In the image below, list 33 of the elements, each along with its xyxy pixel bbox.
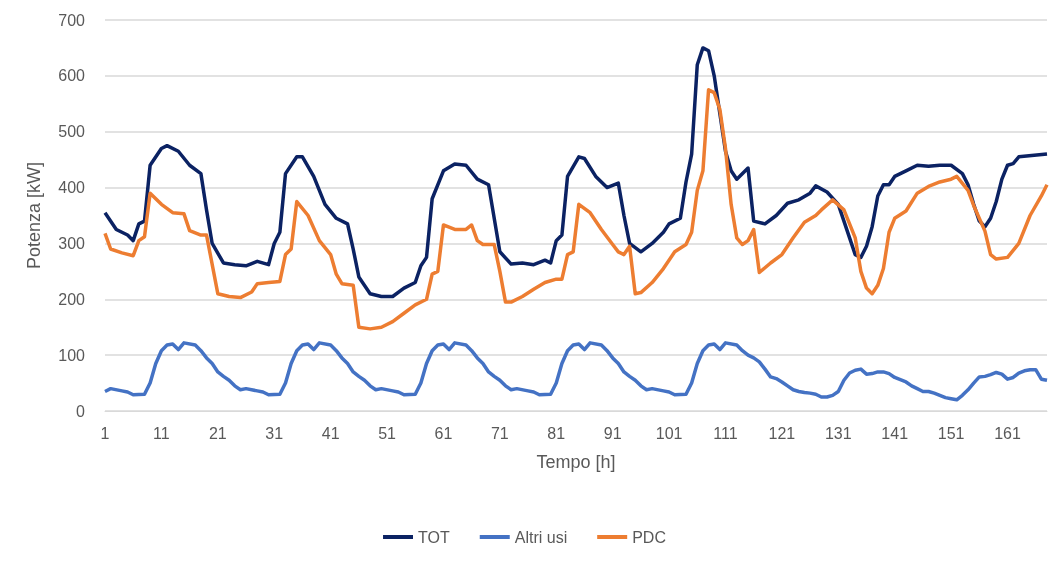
line-series (103, 341, 1049, 402)
x-tick-label: 91 (603, 424, 622, 442)
y-tick-label: 500 (58, 123, 86, 141)
x-tick-label: 81 (547, 424, 566, 442)
x-tick-label: 61 (434, 424, 453, 442)
legend-label: Altri usi (514, 528, 568, 546)
y-tick-label: 200 (58, 290, 86, 308)
x-tick-label: 131 (824, 424, 852, 442)
legend-label: PDC (632, 528, 666, 546)
y-tick-label: 100 (58, 346, 86, 364)
x-tick-label: 51 (378, 424, 397, 442)
x-tick-label: 71 (490, 424, 509, 442)
x-tick-label: 161 (994, 424, 1021, 442)
x-tick-label: 31 (265, 424, 284, 442)
line-series (103, 88, 1049, 331)
y-axis-title: Potenza [kW] (24, 161, 44, 270)
x-axis-title: Tempo [h] (536, 452, 616, 472)
line-series (103, 46, 1049, 299)
y-tick-label: 400 (58, 179, 86, 197)
legend-label: TOT (418, 528, 450, 546)
x-tick-label: 121 (768, 424, 796, 442)
x-tick-label: 1 (100, 424, 110, 442)
y-tick-label: 300 (58, 234, 86, 252)
x-tick-label: 11 (153, 424, 170, 442)
x-tick-label: 141 (881, 424, 909, 442)
x-tick-label: 111 (713, 424, 738, 442)
y-tick-label: 0 (76, 402, 86, 420)
y-tick-label: 700 (58, 11, 86, 29)
x-tick-label: 21 (208, 424, 227, 442)
x-tick-label: 151 (937, 424, 965, 442)
x-tick-label: 41 (321, 424, 340, 442)
x-tick-label: 101 (655, 424, 683, 442)
y-tick-label: 600 (58, 67, 86, 85)
